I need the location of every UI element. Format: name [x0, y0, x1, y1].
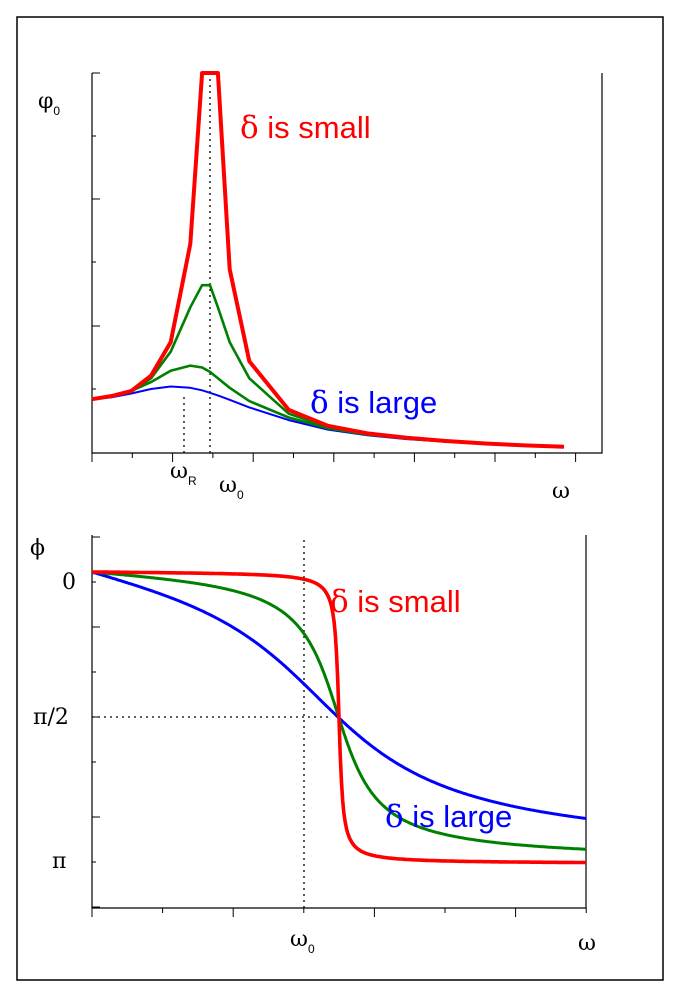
amplitude-y-ticks	[92, 72, 100, 454]
amplitude-x-axis-label: ω	[552, 479, 570, 504]
delta-small-text-bottom: is small	[349, 584, 461, 619]
phase-y-tick-label-0: 0	[62, 570, 76, 595]
delta-small-symbol-top: δ	[240, 110, 259, 146]
amplitude-x-ticks	[91, 453, 577, 462]
phase-y-axis-label: ϕ	[30, 536, 45, 561]
omega-0-tick-label-top: ω0	[219, 473, 244, 502]
amplitude-chart: φ0 ωR ω0 ω δ is small δ is large	[38, 70, 603, 504]
omega-0-tick-label-bottom: ω0	[290, 927, 315, 956]
omega-0-symbol-bottom: ω	[290, 927, 308, 952]
delta-large-annotation-bottom: δ is large	[385, 799, 512, 835]
phase-y-ticks	[92, 536, 100, 908]
delta-small-symbol-bottom: δ	[330, 584, 349, 620]
amplitude-series-line-0	[91, 71, 565, 449]
phase-series-line-2	[91, 570, 587, 865]
omega-0-subscript-bottom: 0	[308, 942, 315, 956]
amplitude-y-subscript: 0	[53, 104, 60, 118]
outer-frame	[16, 16, 664, 981]
omega-r-tick-label: ωR	[170, 459, 197, 488]
amplitude-plot-frame	[91, 73, 603, 454]
delta-small-annotation-bottom: δ is small	[330, 584, 461, 620]
omega-r-subscript: R	[188, 474, 197, 488]
amplitude-y-axis-label: φ0	[38, 89, 60, 118]
delta-large-text-bottom: is large	[404, 799, 513, 834]
phase-y-tick-label-pi-half: π/2	[33, 705, 69, 730]
omega-r-symbol: ω	[170, 459, 188, 484]
phase-chart: ϕ 0 π/2 π ω0 ω δ is small δ is large	[30, 535, 596, 956]
phase-series	[91, 570, 587, 865]
delta-large-annotation-top: δ is large	[310, 385, 437, 421]
delta-large-symbol-bottom: δ	[385, 799, 404, 835]
phase-y-tick-label-pi: π	[52, 849, 66, 874]
omega-0-symbol-top: ω	[219, 473, 237, 498]
delta-large-text-top: is large	[329, 385, 438, 420]
amplitude-y-symbol: φ	[38, 89, 53, 114]
delta-large-symbol-top: δ	[310, 385, 329, 421]
delta-small-text-top: is small	[259, 110, 371, 145]
phase-x-axis-label: ω	[578, 931, 596, 956]
phase-x-ticks	[91, 908, 587, 917]
amplitude-series	[91, 71, 565, 449]
phase-plot-frame	[91, 535, 587, 909]
amplitude-series-line-1	[91, 283, 565, 448]
omega-0-subscript-top: 0	[237, 488, 244, 502]
delta-small-annotation-top: δ is small	[240, 110, 371, 146]
